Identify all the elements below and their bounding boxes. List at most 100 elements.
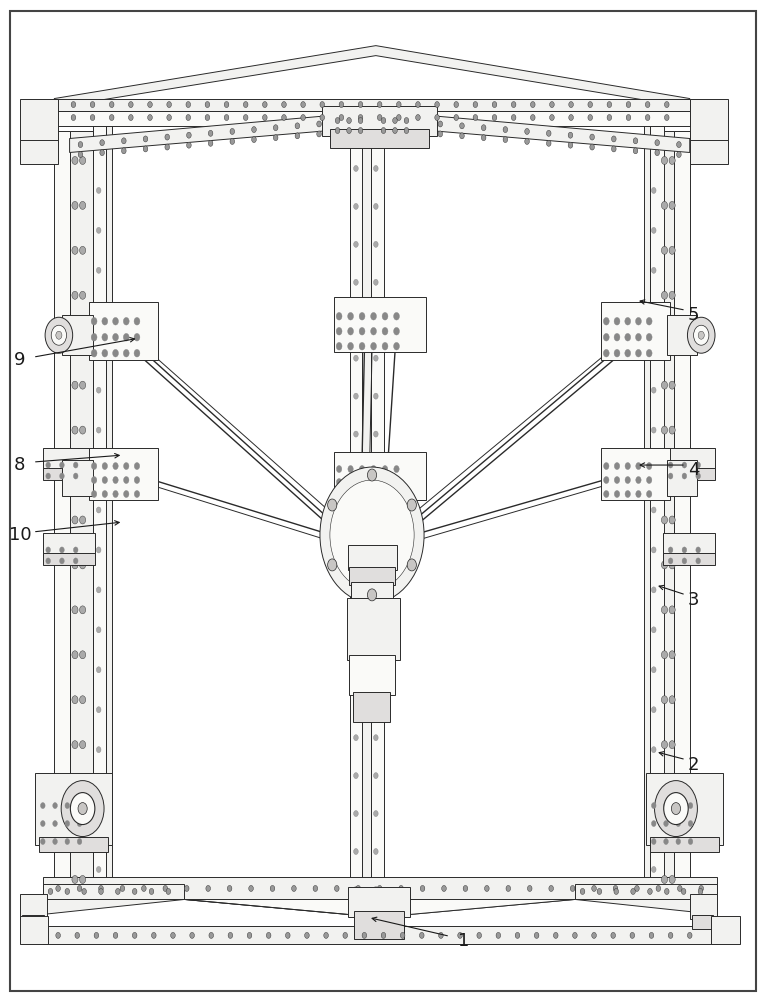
Circle shape	[266, 932, 271, 938]
Circle shape	[374, 241, 378, 247]
Circle shape	[51, 325, 67, 345]
Circle shape	[97, 866, 101, 872]
Polygon shape	[54, 46, 690, 108]
Circle shape	[313, 885, 318, 891]
Circle shape	[74, 547, 78, 553]
Circle shape	[72, 471, 78, 479]
Circle shape	[661, 696, 667, 704]
Circle shape	[374, 811, 378, 817]
Circle shape	[354, 773, 358, 779]
Circle shape	[134, 333, 140, 341]
Circle shape	[243, 115, 248, 121]
Circle shape	[655, 150, 660, 156]
Circle shape	[651, 839, 656, 845]
Polygon shape	[184, 884, 575, 914]
Bar	[601, 448, 670, 500]
Circle shape	[438, 131, 443, 137]
Circle shape	[71, 793, 95, 825]
Circle shape	[80, 786, 86, 794]
Circle shape	[399, 885, 403, 891]
Bar	[690, 99, 728, 142]
Polygon shape	[70, 116, 330, 152]
Circle shape	[661, 875, 667, 883]
Circle shape	[205, 102, 209, 108]
Circle shape	[91, 491, 97, 498]
Circle shape	[41, 821, 45, 827]
Circle shape	[134, 349, 140, 357]
Circle shape	[407, 559, 416, 571]
Circle shape	[320, 102, 324, 108]
Circle shape	[693, 325, 709, 345]
Circle shape	[367, 469, 377, 481]
Circle shape	[77, 885, 82, 891]
Circle shape	[400, 932, 405, 938]
Bar	[89, 302, 158, 360]
Circle shape	[148, 115, 153, 121]
Bar	[43, 553, 95, 565]
Circle shape	[91, 115, 95, 121]
Bar	[650, 126, 663, 894]
Circle shape	[454, 115, 459, 121]
Circle shape	[123, 317, 129, 325]
Circle shape	[604, 349, 609, 357]
Circle shape	[360, 466, 365, 473]
Circle shape	[102, 491, 107, 498]
Circle shape	[669, 516, 675, 524]
Circle shape	[209, 932, 213, 938]
Circle shape	[354, 849, 358, 855]
Circle shape	[123, 477, 129, 484]
Circle shape	[110, 102, 114, 108]
Circle shape	[688, 839, 693, 845]
Circle shape	[324, 932, 328, 938]
Circle shape	[143, 136, 148, 142]
Circle shape	[503, 127, 508, 133]
Circle shape	[651, 507, 656, 513]
Circle shape	[651, 827, 656, 833]
Circle shape	[328, 499, 337, 511]
Circle shape	[420, 932, 424, 938]
Circle shape	[613, 885, 617, 891]
Circle shape	[113, 463, 118, 470]
Circle shape	[337, 492, 342, 499]
Circle shape	[687, 317, 715, 353]
Circle shape	[482, 135, 486, 141]
Circle shape	[113, 317, 118, 325]
Bar	[663, 448, 715, 470]
Text: 3: 3	[688, 591, 700, 609]
Circle shape	[113, 333, 118, 341]
Bar	[663, 553, 715, 565]
Circle shape	[604, 317, 609, 325]
Circle shape	[102, 333, 107, 341]
Bar	[54, 131, 70, 899]
Circle shape	[186, 142, 191, 148]
Circle shape	[91, 317, 97, 325]
Circle shape	[682, 473, 686, 479]
Circle shape	[634, 138, 638, 144]
Circle shape	[573, 932, 578, 938]
Circle shape	[359, 327, 365, 335]
Circle shape	[374, 773, 378, 779]
Circle shape	[46, 547, 51, 553]
Circle shape	[477, 932, 482, 938]
Bar	[663, 533, 715, 555]
Circle shape	[625, 317, 630, 325]
Circle shape	[270, 885, 275, 891]
Circle shape	[651, 387, 656, 393]
Circle shape	[97, 187, 101, 193]
Bar	[43, 448, 95, 470]
Bar	[20, 916, 48, 944]
Bar	[70, 131, 93, 899]
Bar	[667, 460, 697, 496]
Bar	[62, 315, 93, 355]
Circle shape	[102, 349, 107, 357]
Circle shape	[354, 431, 358, 437]
Circle shape	[99, 888, 104, 894]
Circle shape	[420, 885, 425, 891]
Circle shape	[61, 781, 104, 837]
Circle shape	[682, 558, 686, 564]
Circle shape	[148, 102, 153, 108]
Circle shape	[588, 115, 593, 121]
Circle shape	[661, 336, 667, 344]
Circle shape	[626, 102, 630, 108]
Circle shape	[383, 479, 387, 486]
